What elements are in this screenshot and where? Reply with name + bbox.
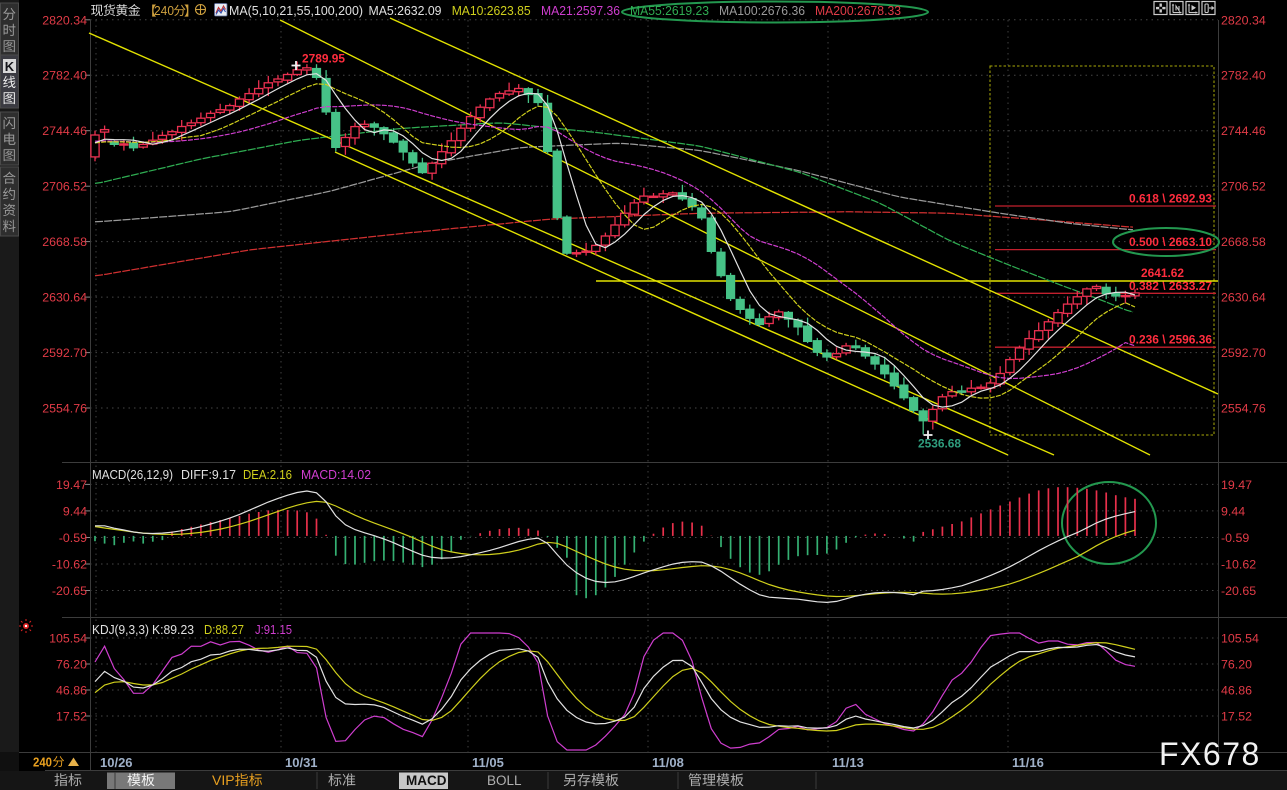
- svg-text:KDJ(9,3,3): KDJ(9,3,3): [92, 622, 149, 637]
- svg-text:2536.68: 2536.68: [918, 437, 961, 451]
- svg-text:J:91.15: J:91.15: [255, 622, 292, 637]
- svg-text:2630.64: 2630.64: [1221, 291, 1266, 305]
- svg-text:11/08: 11/08: [652, 755, 684, 770]
- svg-text:-10.62: -10.62: [1221, 558, 1256, 572]
- svg-text:2789.95: 2789.95: [302, 52, 345, 66]
- svg-text:2554.76: 2554.76: [42, 402, 87, 416]
- svg-text:105.54: 105.54: [1221, 632, 1259, 646]
- svg-text:240: 240: [154, 3, 174, 18]
- svg-text:MACD(26,12,9): MACD(26,12,9): [92, 467, 173, 482]
- svg-text:9.44: 9.44: [63, 504, 87, 518]
- svg-text:DEA:2.16: DEA:2.16: [243, 467, 292, 482]
- svg-text:46.86: 46.86: [1221, 684, 1252, 698]
- svg-text:2744.46: 2744.46: [1221, 124, 1266, 138]
- svg-text:0.236 \ 2596.36: 0.236 \ 2596.36: [1129, 333, 1212, 347]
- svg-text:2592.70: 2592.70: [1221, 346, 1266, 360]
- svg-text:VIP: VIP: [212, 772, 235, 788]
- svg-text:-10.62: -10.62: [52, 558, 87, 572]
- svg-text:2782.40: 2782.40: [42, 69, 87, 83]
- svg-text:2630.64: 2630.64: [42, 291, 87, 305]
- svg-text:MACD: MACD: [406, 773, 447, 788]
- svg-text:K: K: [5, 59, 15, 74]
- svg-text:MA21:2597.36: MA21:2597.36: [541, 3, 620, 18]
- svg-text:MA200:2678.33: MA200:2678.33: [815, 3, 901, 18]
- svg-text:19.47: 19.47: [56, 478, 87, 492]
- svg-text:105.54: 105.54: [49, 632, 87, 646]
- svg-text:2554.76: 2554.76: [1221, 402, 1266, 416]
- svg-text:-20.65: -20.65: [1221, 584, 1256, 598]
- svg-text:-0.59: -0.59: [1221, 531, 1249, 545]
- svg-text:17.52: 17.52: [1221, 710, 1252, 724]
- svg-text:2820.34: 2820.34: [1221, 13, 1266, 27]
- svg-text:17.52: 17.52: [56, 710, 87, 724]
- svg-text:11/16: 11/16: [1012, 755, 1044, 770]
- svg-text:10/31: 10/31: [285, 755, 318, 770]
- svg-text:76.20: 76.20: [56, 658, 87, 672]
- svg-text:2668.58: 2668.58: [42, 235, 87, 249]
- svg-text:2592.70: 2592.70: [42, 346, 87, 360]
- svg-text:46.86: 46.86: [56, 684, 87, 698]
- svg-text:D:88.27: D:88.27: [204, 622, 244, 637]
- svg-text:19.47: 19.47: [1221, 478, 1252, 492]
- svg-text:MACD:14.02: MACD:14.02: [301, 467, 371, 482]
- svg-text:0.382 \ 2633.27: 0.382 \ 2633.27: [1129, 279, 1212, 293]
- svg-text:9.44: 9.44: [1221, 504, 1245, 518]
- svg-text:-0.59: -0.59: [59, 531, 87, 545]
- svg-text:MA5:2632.09: MA5:2632.09: [369, 3, 442, 18]
- svg-text:2706.52: 2706.52: [42, 180, 87, 194]
- svg-text:DIFF:9.17: DIFF:9.17: [181, 467, 236, 482]
- svg-text:MA10:2623.85: MA10:2623.85: [452, 3, 531, 18]
- svg-text:MA(5,10,21,55,100,200): MA(5,10,21,55,100,200): [229, 3, 363, 18]
- svg-text:0.500 \ 2663.10: 0.500 \ 2663.10: [1129, 235, 1212, 249]
- svg-text:11/13: 11/13: [832, 755, 864, 770]
- svg-text:2641.62: 2641.62: [1141, 266, 1184, 280]
- svg-text:2706.52: 2706.52: [1221, 180, 1266, 194]
- svg-text:2782.40: 2782.40: [1221, 69, 1266, 83]
- svg-text:FX678: FX678: [1159, 736, 1261, 772]
- svg-text:240: 240: [33, 756, 52, 770]
- svg-text:MA55:2619.23: MA55:2619.23: [630, 3, 709, 18]
- svg-text:2744.46: 2744.46: [42, 124, 87, 138]
- svg-text:K:89.23: K:89.23: [152, 622, 194, 637]
- svg-text:0.618 \ 2692.93: 0.618 \ 2692.93: [1129, 192, 1212, 206]
- svg-text:MA100:2676.36: MA100:2676.36: [719, 3, 805, 18]
- svg-text:-20.65: -20.65: [52, 584, 87, 598]
- svg-text:76.20: 76.20: [1221, 658, 1252, 672]
- svg-text:10/26: 10/26: [100, 755, 133, 770]
- svg-text:11/05: 11/05: [472, 755, 504, 770]
- svg-text:BOLL: BOLL: [487, 773, 522, 788]
- svg-text:2668.58: 2668.58: [1221, 235, 1266, 249]
- svg-text:2820.34: 2820.34: [42, 13, 87, 27]
